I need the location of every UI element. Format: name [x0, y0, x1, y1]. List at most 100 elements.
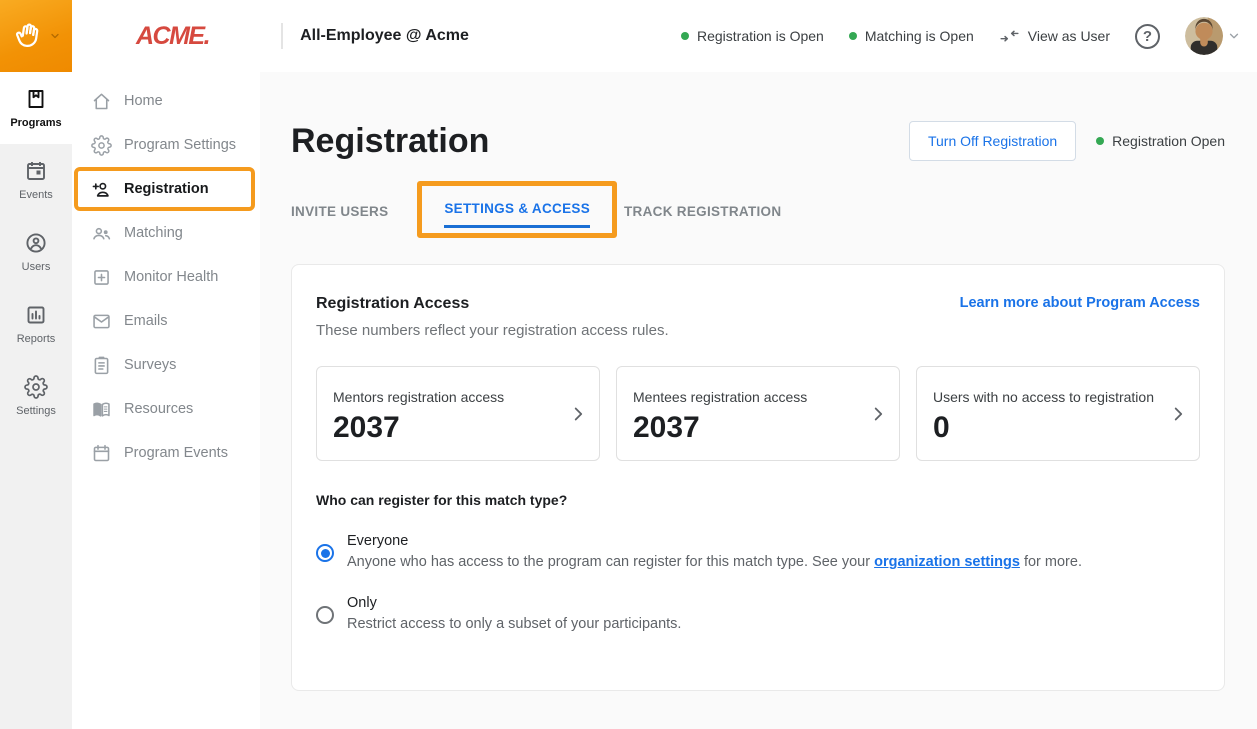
matching-status-label: Matching is Open [864, 28, 974, 44]
option-text: Only Restrict access to only a subset of… [347, 595, 681, 632]
registration-status-label: Registration is Open [696, 28, 824, 44]
turn-off-registration-button[interactable]: Turn Off Registration [908, 121, 1077, 161]
registration-open-label: Registration Open [1112, 133, 1225, 149]
green-dot-icon [1096, 137, 1105, 145]
annotation-box-settings-access-tab: SETTINGS & ACCESS [417, 181, 617, 238]
stat-label: Mentors registration access [333, 389, 505, 405]
stat-label: Mentees registration access [633, 389, 808, 405]
green-dot-icon [680, 32, 689, 40]
impersonate-arrows-icon [1000, 30, 1019, 42]
main-content: Registration Turn Off Registration Regis… [260, 72, 1257, 729]
sidebar-item-label: Program Settings [124, 137, 237, 153]
org-logo: ACME. [136, 21, 211, 50]
app-logo-button[interactable] [0, 0, 72, 72]
registration-tabs: INVITE USERS SETTINGS & ACCESS TRACK REG… [291, 181, 1225, 238]
sidebar-item-program-settings[interactable]: Program Settings [72, 123, 260, 167]
card-subheading: These numbers reflect your registration … [316, 322, 669, 339]
option-text: Everyone Anyone who has access to the pr… [347, 533, 1082, 570]
tab-settings-access[interactable]: SETTINGS & ACCESS [444, 187, 590, 228]
sidebar-item-resources[interactable]: Resources [72, 387, 260, 431]
home-icon [93, 93, 110, 109]
sidebar-item-program-events[interactable]: Program Events [72, 431, 260, 475]
tab-track-registration[interactable]: TRACK REGISTRATION [624, 203, 782, 219]
help-icon[interactable]: ? [1135, 23, 1160, 49]
survey-doc-icon [94, 356, 109, 374]
rail-label: Programs [10, 117, 62, 129]
option-everyone: Everyone Anyone who has access to the pr… [316, 533, 1200, 570]
chevron-down-icon [1229, 33, 1239, 39]
divider [281, 23, 284, 49]
registration-open-status: Registration Open [1096, 133, 1225, 149]
radio-everyone[interactable] [316, 544, 334, 563]
page-header: Registration Turn Off Registration Regis… [291, 121, 1225, 161]
rail-label: Events [19, 189, 53, 201]
reports-chart-icon [27, 306, 45, 324]
sidebar-item-matching[interactable]: Matching [72, 211, 260, 255]
option-everyone-description: Anyone who has access to the program can… [347, 554, 1082, 571]
gear-icon [91, 134, 112, 156]
option-only-description: Restrict access to only a subset of your… [347, 616, 682, 633]
calendar-icon [93, 444, 110, 461]
radio-only[interactable] [316, 606, 334, 625]
settings-gear-icon [24, 375, 48, 399]
envelope-icon [93, 314, 110, 328]
stat-value: 2037 [633, 411, 700, 445]
access-stats-row: Mentors registration access 2037 Mentees… [316, 366, 1200, 462]
people-icon [93, 227, 111, 240]
stat-value: 2037 [333, 411, 400, 445]
account-menu[interactable] [1185, 17, 1241, 55]
page-title: Registration [291, 121, 490, 160]
tab-invite-users[interactable]: INVITE USERS [291, 203, 389, 219]
health-plus-icon [94, 269, 109, 285]
option-everyone-label: Everyone [347, 533, 409, 550]
rail-item-settings[interactable]: Settings [0, 360, 72, 432]
book-open-icon [93, 401, 110, 417]
sidebar-item-label: Emails [124, 313, 168, 329]
header-actions: Turn Off Registration Registration Open [908, 121, 1225, 161]
stat-card-mentors-access[interactable]: Mentors registration access 2037 [316, 366, 600, 462]
sidebar-item-surveys[interactable]: Surveys [72, 343, 260, 387]
card-header: Registration Access Learn more about Pro… [316, 295, 1200, 313]
rail-item-programs[interactable]: Programs [0, 72, 72, 144]
card-title: Registration Access [316, 295, 470, 312]
sidebar-item-monitor-health[interactable]: Monitor Health [72, 255, 260, 299]
events-calendar-icon [27, 162, 45, 180]
users-icon [26, 233, 46, 253]
view-as-user-button[interactable]: View as User [999, 26, 1110, 47]
matching-status-indicator: Matching is Open [848, 28, 974, 44]
topbar-actions: Registration is Open Matching is Open Vi… [680, 17, 1257, 55]
sidebar-item-emails[interactable]: Emails [72, 299, 260, 343]
hand-logo-icon [15, 23, 38, 47]
workspace-title: All-Employee @ Acme [300, 27, 469, 44]
sidebar-item-label: Surveys [124, 357, 177, 373]
sidebar-item-registration[interactable]: Registration [74, 167, 255, 211]
top-bar: ACME. All-Employee @ Acme Registration i… [0, 0, 1257, 72]
option-only-label: Only [347, 595, 377, 612]
sidebar-item-label: Monitor Health [124, 269, 219, 285]
who-can-register-question: Who can register for this match type? [316, 492, 568, 509]
stat-card-mentees-access[interactable]: Mentees registration access 2037 [616, 366, 900, 462]
avatar [1185, 17, 1223, 55]
registration-access-card: Registration Access Learn more about Pro… [291, 264, 1225, 691]
program-sidebar: Home Program Settings Registration Match… [72, 72, 260, 729]
learn-more-link[interactable]: Learn more about Program Access [959, 295, 1200, 311]
logo-chevron-down-icon [50, 33, 59, 39]
chevron-right-icon [574, 407, 583, 421]
chevron-right-icon [874, 407, 883, 421]
rail-item-users[interactable]: Users [0, 216, 72, 288]
rail-item-reports[interactable]: Reports [0, 288, 72, 360]
stat-label: Users with no access to registration [933, 389, 1154, 405]
rail-item-events[interactable]: Events [0, 144, 72, 216]
sidebar-item-label: Resources [124, 401, 194, 417]
option-only: Only Restrict access to only a subset of… [316, 595, 1200, 632]
stat-card-no-access[interactable]: Users with no access to registration 0 [916, 366, 1200, 462]
sidebar-item-home[interactable]: Home [72, 79, 260, 123]
rail-label: Reports [16, 333, 56, 345]
stat-value: 0 [933, 411, 950, 445]
organization-settings-link[interactable]: organization settings [874, 554, 1020, 571]
sidebar-item-label: Matching [124, 225, 183, 241]
person-add-icon [92, 182, 109, 197]
programs-book-icon [28, 90, 44, 108]
rail-label: Settings [16, 405, 56, 417]
view-as-user-label: View as User [1027, 28, 1110, 44]
